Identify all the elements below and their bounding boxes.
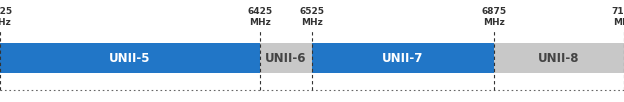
Text: 6525
MHz: 6525 MHz	[300, 7, 324, 27]
FancyBboxPatch shape	[312, 43, 494, 73]
Text: UNII-6: UNII-6	[265, 52, 307, 65]
Text: UNII-8: UNII-8	[539, 52, 580, 65]
Text: 6425
MHz: 6425 MHz	[248, 7, 273, 27]
FancyBboxPatch shape	[494, 43, 624, 73]
Text: 5925
MHz: 5925 MHz	[0, 7, 12, 27]
FancyBboxPatch shape	[0, 43, 260, 73]
FancyBboxPatch shape	[260, 43, 312, 73]
Text: 6875
MHz: 6875 MHz	[482, 7, 507, 27]
Text: 7125
MHz: 7125 MHz	[612, 7, 624, 27]
Text: UNII-7: UNII-7	[383, 52, 424, 65]
Text: UNII-5: UNII-5	[109, 52, 151, 65]
